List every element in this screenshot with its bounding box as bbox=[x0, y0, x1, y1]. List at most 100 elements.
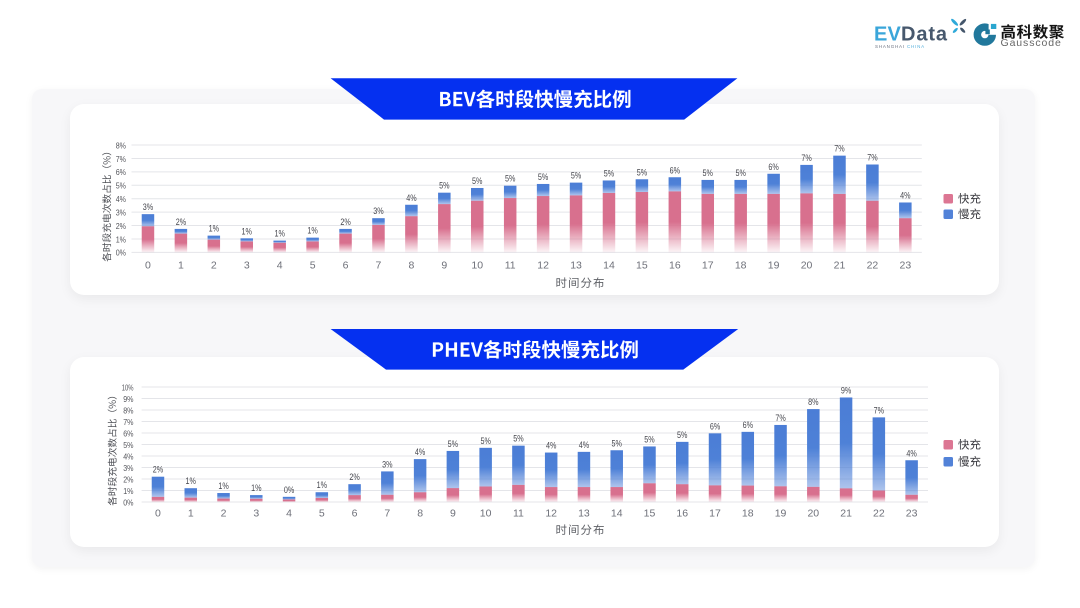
svg-text:15: 15 bbox=[644, 508, 656, 520]
svg-text:Data: Data bbox=[901, 24, 948, 46]
svg-text:6%: 6% bbox=[743, 420, 754, 431]
svg-text:17: 17 bbox=[702, 260, 714, 272]
svg-text:2%: 2% bbox=[153, 465, 164, 476]
svg-text:22: 22 bbox=[873, 508, 885, 520]
svg-text:7%: 7% bbox=[775, 413, 786, 424]
svg-text:1%: 1% bbox=[307, 226, 318, 237]
svg-text:5%: 5% bbox=[123, 440, 134, 450]
svg-text:9: 9 bbox=[441, 260, 447, 272]
svg-text:6%: 6% bbox=[768, 162, 779, 173]
svg-text:18: 18 bbox=[742, 508, 754, 520]
svg-text:2: 2 bbox=[211, 260, 217, 272]
svg-text:10: 10 bbox=[480, 508, 492, 520]
svg-text:11: 11 bbox=[513, 508, 524, 520]
svg-text:5%: 5% bbox=[116, 181, 127, 191]
svg-text:7%: 7% bbox=[834, 144, 845, 155]
svg-text:23: 23 bbox=[906, 508, 918, 520]
svg-text:19: 19 bbox=[768, 260, 780, 272]
svg-text:5%: 5% bbox=[644, 434, 655, 445]
svg-text:EV: EV bbox=[874, 24, 902, 46]
svg-text:2%: 2% bbox=[340, 217, 351, 228]
svg-text:7: 7 bbox=[376, 260, 382, 272]
svg-text:3: 3 bbox=[244, 260, 250, 272]
svg-text:12: 12 bbox=[537, 260, 549, 272]
svg-text:4%: 4% bbox=[116, 194, 127, 204]
svg-text:21: 21 bbox=[834, 260, 846, 272]
svg-text:1%: 1% bbox=[186, 476, 197, 487]
svg-text:1%: 1% bbox=[116, 234, 127, 244]
svg-text:2%: 2% bbox=[116, 221, 127, 231]
svg-text:4%: 4% bbox=[579, 440, 590, 451]
svg-text:4%: 4% bbox=[900, 190, 911, 201]
svg-text:6%: 6% bbox=[123, 428, 134, 438]
svg-text:9%: 9% bbox=[841, 385, 852, 396]
svg-text:6%: 6% bbox=[670, 165, 681, 176]
svg-text:2: 2 bbox=[221, 508, 227, 520]
svg-text:6%: 6% bbox=[116, 167, 127, 177]
svg-text:1%: 1% bbox=[209, 224, 220, 235]
svg-text:9%: 9% bbox=[123, 394, 134, 404]
svg-text:3%: 3% bbox=[143, 202, 154, 213]
svg-text:7%: 7% bbox=[867, 153, 878, 164]
svg-text:4%: 4% bbox=[123, 451, 134, 461]
svg-text:3: 3 bbox=[253, 508, 259, 520]
svg-text:0: 0 bbox=[145, 260, 151, 272]
svg-text:2%: 2% bbox=[123, 474, 134, 484]
svg-text:7: 7 bbox=[384, 508, 390, 520]
svg-text:4%: 4% bbox=[546, 441, 557, 452]
svg-text:6: 6 bbox=[352, 508, 358, 520]
svg-text:1%: 1% bbox=[242, 226, 253, 237]
svg-text:5: 5 bbox=[319, 508, 325, 520]
svg-text:7%: 7% bbox=[116, 154, 127, 164]
svg-text:16: 16 bbox=[676, 508, 688, 520]
svg-text:0: 0 bbox=[155, 508, 161, 520]
svg-text:19: 19 bbox=[775, 508, 787, 520]
svg-text:13: 13 bbox=[578, 508, 590, 520]
svg-text:5%: 5% bbox=[604, 168, 615, 179]
svg-text:10%: 10% bbox=[122, 382, 134, 392]
svg-text:0%: 0% bbox=[123, 497, 134, 507]
svg-text:6: 6 bbox=[343, 260, 349, 272]
svg-text:SHANGHAI CHINA: SHANGHAI CHINA bbox=[875, 44, 925, 49]
svg-text:5%: 5% bbox=[448, 439, 459, 450]
svg-text:1: 1 bbox=[178, 260, 184, 272]
svg-text:10: 10 bbox=[471, 260, 483, 272]
svg-text:1: 1 bbox=[188, 508, 194, 520]
svg-text:8%: 8% bbox=[808, 397, 819, 408]
svg-text:3%: 3% bbox=[116, 207, 127, 217]
svg-text:6%: 6% bbox=[710, 421, 721, 432]
svg-text:3%: 3% bbox=[123, 463, 134, 473]
svg-text:15: 15 bbox=[636, 260, 648, 272]
svg-text:0%: 0% bbox=[284, 485, 295, 496]
svg-text:20: 20 bbox=[801, 260, 813, 272]
svg-text:18: 18 bbox=[735, 260, 747, 272]
svg-text:1%: 1% bbox=[218, 481, 229, 492]
svg-text:9: 9 bbox=[450, 508, 456, 520]
svg-text:1%: 1% bbox=[317, 480, 328, 491]
svg-text:5%: 5% bbox=[735, 168, 746, 179]
svg-text:5%: 5% bbox=[703, 168, 714, 179]
svg-text:5%: 5% bbox=[612, 438, 623, 449]
svg-text:22: 22 bbox=[867, 260, 879, 272]
svg-text:13: 13 bbox=[570, 260, 582, 272]
svg-text:0%: 0% bbox=[116, 248, 127, 258]
svg-text:5%: 5% bbox=[677, 430, 688, 441]
svg-text:5%: 5% bbox=[505, 174, 516, 185]
svg-text:8: 8 bbox=[408, 260, 414, 272]
svg-text:14: 14 bbox=[611, 508, 623, 520]
svg-text:5%: 5% bbox=[513, 434, 524, 445]
svg-text:3%: 3% bbox=[373, 206, 384, 217]
svg-text:4%: 4% bbox=[415, 447, 426, 458]
svg-text:1%: 1% bbox=[123, 486, 134, 496]
svg-text:1%: 1% bbox=[274, 229, 285, 240]
svg-text:5%: 5% bbox=[439, 181, 450, 192]
svg-text:21: 21 bbox=[840, 508, 852, 520]
svg-text:8: 8 bbox=[417, 508, 423, 520]
svg-text:Gausscode: Gausscode bbox=[1001, 37, 1062, 49]
svg-text:4%: 4% bbox=[906, 448, 917, 459]
svg-text:1%: 1% bbox=[251, 483, 262, 494]
svg-text:4: 4 bbox=[286, 508, 292, 520]
svg-text:5%: 5% bbox=[480, 436, 491, 447]
svg-text:4: 4 bbox=[277, 260, 283, 272]
svg-text:5%: 5% bbox=[472, 176, 483, 187]
